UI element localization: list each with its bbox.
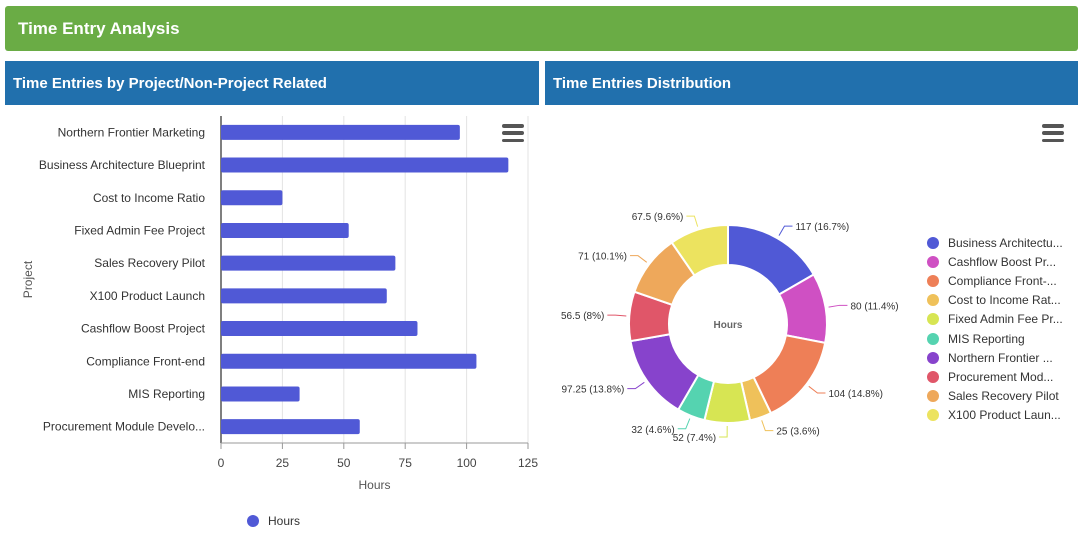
x-tick-label: 100 — [457, 456, 477, 470]
bar[interactable] — [221, 190, 283, 206]
legend-dot — [247, 515, 259, 527]
bar[interactable] — [221, 419, 360, 435]
slice-data-label: 32 (4.6%) — [631, 425, 674, 436]
page-title: Time Entry Analysis — [18, 18, 180, 38]
donut-legend: Business Architectu... Cashflow Boost Pr.… — [927, 233, 1077, 425]
bar-panel-header: Time Entries by Project/Non-Project Rela… — [5, 61, 539, 105]
bar[interactable] — [221, 124, 460, 140]
label-connector — [677, 418, 691, 430]
bar[interactable] — [221, 288, 387, 304]
legend-dot — [927, 409, 939, 422]
legend-dot — [927, 236, 939, 249]
y-category-label: Procurement Module Develo... — [43, 420, 205, 434]
donut-chart-menu-icon[interactable] — [1042, 124, 1064, 142]
donut-legend-item[interactable]: Northern Frontier ... — [927, 348, 1077, 367]
donut-legend-label: Compliance Front-... — [948, 273, 1057, 288]
y-category-label: Compliance Front-end — [86, 354, 205, 368]
bar[interactable] — [221, 157, 509, 173]
donut-legend-label: Cashflow Boost Pr... — [948, 254, 1057, 269]
donut-slice[interactable] — [670, 223, 729, 277]
bar-legend-item-hours[interactable]: Hours — [247, 514, 300, 528]
y-category-label: Northern Frontier Marketing — [58, 125, 205, 139]
donut-legend-item[interactable]: MIS Reporting — [927, 329, 1077, 348]
legend-dot — [927, 351, 939, 364]
slice-data-label: 97.25 (13.8%) — [561, 385, 624, 396]
donut-legend-item[interactable]: Fixed Admin Fee Pr... — [927, 310, 1077, 329]
label-connector — [719, 425, 728, 438]
legend-dot — [927, 255, 939, 268]
bar-panel-title: Time Entries by Project/Non-Project Rela… — [13, 74, 327, 92]
y-category-label: Fixed Admin Fee Project — [74, 223, 205, 237]
label-connector — [627, 381, 645, 390]
donut-panel-header: Time Entries Distribution — [545, 61, 1078, 105]
legend-dot — [927, 332, 939, 345]
y-axis-title: Project — [21, 260, 35, 298]
donut-legend-item[interactable]: Cashflow Boost Pr... — [927, 252, 1077, 271]
slice-data-label: 25 (3.6%) — [776, 427, 819, 438]
y-category-label: Cost to Income Ratio — [93, 191, 205, 205]
slice-data-label: 117 (16.7%) — [795, 222, 849, 233]
bar[interactable] — [221, 255, 396, 271]
legend-dot — [927, 274, 939, 287]
donut-legend-item[interactable]: Procurement Mod... — [927, 367, 1077, 386]
x-tick-label: 25 — [276, 456, 290, 470]
bar-chart-menu-icon[interactable] — [502, 124, 524, 142]
label-connector — [778, 225, 793, 236]
x-tick-label: 0 — [218, 456, 225, 470]
donut-legend-item[interactable]: Compliance Front-... — [927, 271, 1077, 290]
x-axis-title: Hours — [358, 478, 390, 492]
bar[interactable] — [221, 321, 418, 337]
y-category-label: Cashflow Boost Project — [81, 322, 206, 336]
donut-legend-label: Procurement Mod... — [948, 369, 1054, 384]
y-category-label: MIS Reporting — [128, 387, 205, 401]
label-connector — [607, 314, 627, 317]
bar[interactable] — [221, 353, 477, 369]
slice-data-label: 67.5 (9.6%) — [632, 212, 684, 223]
donut-legend-label: X100 Product Laun... — [948, 408, 1061, 423]
label-connector — [629, 255, 648, 263]
bar[interactable] — [221, 222, 349, 238]
bar[interactable] — [221, 386, 300, 402]
donut-legend-item[interactable]: Business Architectu... — [927, 233, 1077, 252]
donut-legend-item[interactable]: Sales Recovery Pilot — [927, 387, 1077, 406]
legend-dot — [927, 313, 939, 326]
donut-legend-label: Sales Recovery Pilot — [948, 389, 1059, 404]
donut-legend-label: Business Architectu... — [948, 235, 1063, 250]
donut-legend-item[interactable]: X100 Product Laun... — [927, 406, 1077, 425]
label-connector — [828, 304, 848, 308]
donut-legend-label: Cost to Income Rat... — [948, 293, 1061, 308]
slice-data-label: 56.5 (8%) — [561, 311, 604, 322]
label-connector — [808, 385, 826, 394]
legend-dot — [927, 294, 939, 307]
slice-data-label: 71 (10.1%) — [578, 252, 627, 263]
label-connector — [686, 215, 699, 227]
donut-legend-label: Fixed Admin Fee Pr... — [948, 312, 1063, 327]
y-category-label: X100 Product Launch — [90, 289, 205, 303]
y-category-label: Business Architecture Blueprint — [39, 158, 206, 172]
slice-data-label: 104 (14.8%) — [828, 389, 882, 400]
page-banner: Time Entry Analysis — [5, 6, 1078, 51]
legend-dot — [927, 370, 939, 383]
x-tick-label: 125 — [518, 456, 538, 470]
donut-panel-title: Time Entries Distribution — [553, 74, 732, 92]
bar-chart: 0 25 50 75 100 125 Northern Frontier Marketing… — [21, 116, 538, 492]
y-category-label: Sales Recovery Pilot — [94, 256, 205, 270]
label-connector — [761, 420, 774, 432]
x-tick-label: 50 — [337, 456, 351, 470]
slice-data-label: 52 (7.4%) — [673, 433, 716, 444]
donut-legend-label: Northern Frontier ... — [948, 350, 1053, 365]
bar-legend-label: Hours — [268, 514, 301, 528]
donut-legend-item[interactable]: Cost to Income Rat... — [927, 291, 1077, 310]
legend-dot — [927, 390, 939, 403]
slice-data-label: 80 (11.4%) — [850, 301, 898, 312]
donut-chart: 117 (16.7%) 80 (11.4%) 104 (14.8%) 25 (3.6%… — [561, 212, 899, 444]
x-tick-label: 75 — [399, 456, 413, 470]
donut-legend-label: MIS Reporting — [948, 331, 1025, 346]
donut-center-label: Hours — [714, 320, 743, 331]
